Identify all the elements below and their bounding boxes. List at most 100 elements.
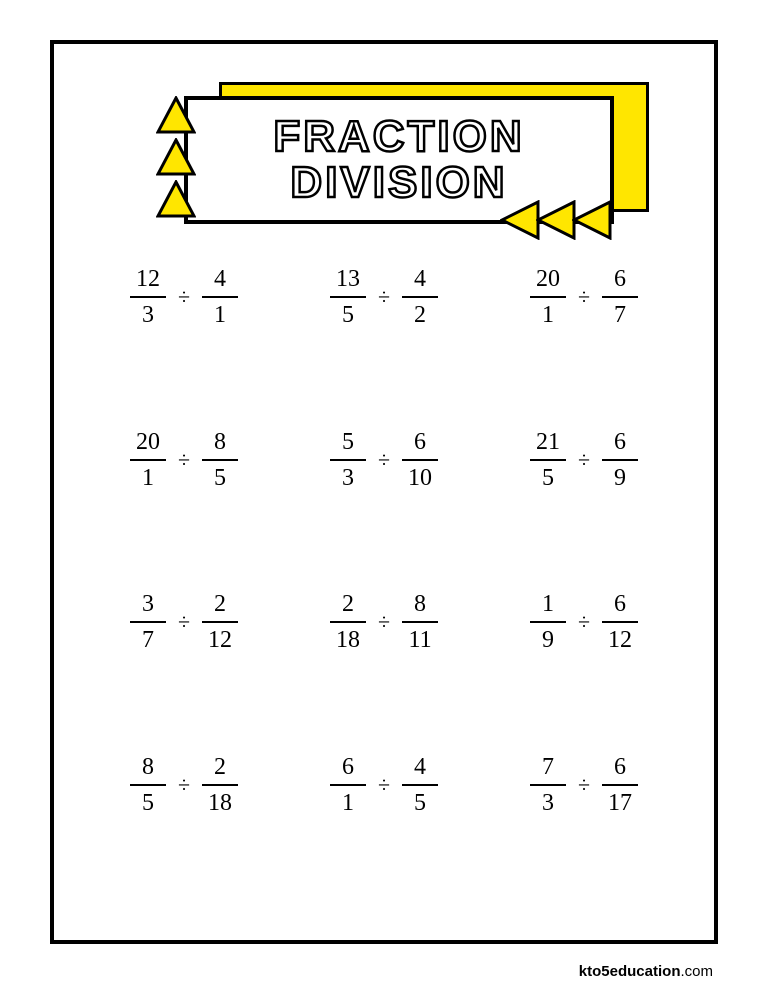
triangle-up-icon	[156, 96, 196, 134]
division-operator: ÷	[576, 447, 592, 473]
problem-cell: 21 5 ÷ 69	[494, 417, 674, 580]
denominator: 1	[208, 300, 232, 330]
denominator: 12	[604, 625, 636, 655]
denominator: 5	[136, 788, 160, 818]
fraction-bar	[202, 459, 238, 461]
fraction-b: 610	[402, 427, 438, 494]
fraction-expression: 85÷218	[130, 752, 238, 819]
numerator: 6	[608, 752, 632, 782]
numerator: 8	[408, 589, 432, 619]
denominator: 3	[336, 463, 360, 493]
fraction-expression: 61÷45	[330, 752, 438, 819]
fraction-b: 212	[202, 589, 238, 656]
denominator: 2	[408, 300, 432, 330]
division-operator: ÷	[376, 447, 392, 473]
triangle-left-icon	[500, 200, 540, 240]
footer-suffix: .com	[680, 963, 713, 980]
division-operator: ÷	[376, 772, 392, 798]
fraction-bar	[330, 459, 366, 461]
denominator: 5	[336, 300, 360, 330]
problem-cell: 19÷612	[494, 579, 674, 742]
fraction-bar	[130, 621, 166, 623]
fraction-expression: 73 ÷ 6 17	[530, 752, 638, 819]
fraction-bar	[202, 621, 238, 623]
division-operator: ÷	[176, 772, 192, 798]
numerator: 5	[336, 427, 360, 457]
fraction-bar	[330, 296, 366, 298]
fraction-a: 135	[330, 264, 366, 331]
denominator: 7	[136, 625, 160, 655]
denominator: 5	[536, 463, 560, 493]
fraction-expression: 123÷41	[130, 264, 238, 331]
denominator: 7	[608, 300, 632, 330]
fraction-b: 218	[202, 752, 238, 819]
numerator: 1	[536, 589, 560, 619]
triangle-up-icon	[156, 138, 196, 176]
fraction-a: 37	[130, 589, 166, 656]
denominator: 18	[204, 788, 236, 818]
right-triangle-decor	[504, 200, 612, 240]
fraction-a: 19	[530, 589, 566, 656]
fraction-bar	[602, 459, 638, 461]
problems-grid: 123÷41135÷42201÷67201÷8553÷610215÷6937÷2…	[94, 254, 674, 904]
fraction-b: 42	[402, 264, 438, 331]
fraction-a: 73	[530, 752, 566, 819]
numerator: 7	[536, 752, 560, 782]
fraction-bar	[530, 784, 566, 786]
fraction-bar	[530, 621, 566, 623]
division-operator: ÷	[176, 447, 192, 473]
numerator: 8	[136, 752, 160, 782]
numerator: 2	[208, 752, 232, 782]
fraction-expression: 21 5 ÷ 69	[530, 427, 638, 494]
fraction-bar	[402, 621, 438, 623]
numerator: 4	[408, 264, 432, 294]
title-line-2: DIVISION	[290, 160, 507, 206]
fraction-expression: 201÷85	[130, 427, 238, 494]
numerator: 6	[336, 752, 360, 782]
numerator: 12	[132, 264, 164, 294]
worksheet-header: FRACTION DIVISION	[94, 74, 674, 234]
numerator: 3	[136, 589, 160, 619]
division-operator: ÷	[576, 284, 592, 310]
fraction-a: 61	[330, 752, 366, 819]
worksheet-page: FRACTION DIVISION 123÷411	[50, 40, 718, 944]
fraction-expression: 5 3 ÷ 610	[330, 427, 438, 494]
denominator: 5	[408, 788, 432, 818]
fraction-b: 41	[202, 264, 238, 331]
fraction-expression: 19÷612	[530, 589, 638, 656]
fraction-b: 612	[602, 589, 638, 656]
numerator: 6	[608, 589, 632, 619]
fraction-bar	[602, 621, 638, 623]
left-triangle-decor	[156, 96, 196, 222]
footer-brand: kto5education	[579, 963, 681, 980]
numerator: 4	[408, 752, 432, 782]
fraction-b: 69	[602, 427, 638, 494]
fraction-bar	[130, 459, 166, 461]
fraction-b: 811	[402, 589, 438, 656]
denominator: 5	[208, 463, 232, 493]
numerator: 21	[532, 427, 564, 457]
denominator: 17	[604, 788, 636, 818]
problem-cell: 218 ÷ 811	[294, 579, 474, 742]
fraction-bar	[202, 784, 238, 786]
problem-cell: 5 3 ÷ 610	[294, 417, 474, 580]
fraction-a: 218	[330, 589, 366, 656]
fraction-bar	[330, 621, 366, 623]
problem-cell: 73 ÷ 6 17	[494, 742, 674, 905]
fraction-expression: 37÷212	[130, 589, 238, 656]
fraction-expression: 218 ÷ 811	[330, 589, 438, 656]
fraction-bar	[330, 784, 366, 786]
denominator: 1	[336, 788, 360, 818]
problem-cell: 123÷41	[94, 254, 274, 417]
problem-cell: 85÷218	[94, 742, 274, 905]
denominator: 9	[608, 463, 632, 493]
numerator: 20	[132, 427, 164, 457]
division-operator: ÷	[376, 609, 392, 635]
fraction-bar	[130, 296, 166, 298]
triangle-up-icon	[156, 180, 196, 218]
denominator: 3	[136, 300, 160, 330]
division-operator: ÷	[576, 772, 592, 798]
numerator: 20	[532, 264, 564, 294]
fraction-bar	[602, 784, 638, 786]
fraction-bar	[402, 296, 438, 298]
